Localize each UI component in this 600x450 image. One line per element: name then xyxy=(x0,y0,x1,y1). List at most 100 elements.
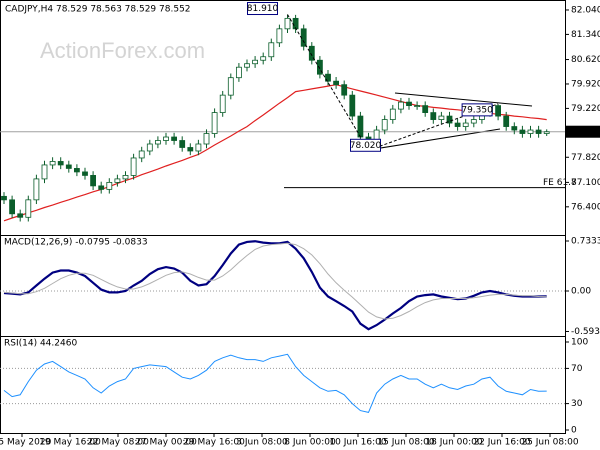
candle-body xyxy=(543,131,550,134)
candle-body xyxy=(106,181,113,190)
x-tick-label: 25 Jun 08:00 xyxy=(521,438,578,448)
fib-label: FE 61.8 xyxy=(543,178,577,188)
y-tick-label: 80.620 xyxy=(571,55,600,65)
candle-body xyxy=(333,80,340,86)
triangle-upper xyxy=(394,92,533,107)
candle-body xyxy=(406,101,412,107)
price-tag-box xyxy=(461,103,493,117)
candle-body xyxy=(519,129,526,134)
candle-body xyxy=(57,161,64,166)
chart-header: CADJPY,H4 78.529 78.563 78.529 78.552 xyxy=(5,5,191,15)
panel-title: MACD(12,26,9) -0.0795 -0.0833 xyxy=(4,238,148,248)
indicator-line xyxy=(3,353,547,413)
candle-body xyxy=(17,213,24,218)
y-tick-label: -0.5936 xyxy=(571,327,600,337)
last-price-label: 78.552 xyxy=(570,127,600,137)
x-tick-label: 15 May 2020 xyxy=(0,438,52,448)
y-tick-label: 79.920 xyxy=(571,79,600,89)
candle-body xyxy=(90,175,96,187)
y-tick-label: 79.220 xyxy=(571,104,600,114)
candle-body xyxy=(74,168,80,173)
candle-body xyxy=(414,105,421,108)
candle-body xyxy=(422,105,429,113)
candle-body xyxy=(146,143,153,152)
y-tick-label: 100 xyxy=(571,338,588,348)
y-tick-label: 0.7333 xyxy=(571,237,600,247)
candle-body xyxy=(244,63,250,68)
candle-body xyxy=(9,199,16,215)
y-tick-label: 0 xyxy=(571,426,577,436)
watermark: ActionForex.com xyxy=(40,38,205,63)
triangle-lower xyxy=(367,128,501,151)
x-tick-label: 22 May 08:00 xyxy=(87,438,149,448)
candle-body xyxy=(203,133,210,145)
price-tag: 78.020 xyxy=(350,141,382,151)
candle-body xyxy=(219,94,226,113)
candle-body xyxy=(235,66,242,79)
candle-body xyxy=(535,129,542,134)
y-tick-label: 70 xyxy=(571,364,583,374)
price-tag-box xyxy=(350,138,381,152)
candle-body xyxy=(252,59,259,65)
candle-body xyxy=(25,199,32,218)
candle-body xyxy=(171,136,178,141)
candle-body xyxy=(438,115,445,120)
candle-body xyxy=(511,126,518,131)
price-tag-box xyxy=(247,2,278,16)
indicator-line xyxy=(3,240,547,331)
candle-body xyxy=(114,178,121,183)
candle-body xyxy=(154,140,161,145)
y-tick-label: 76.400 xyxy=(571,202,600,212)
candle-body xyxy=(357,115,364,138)
y-tick-label: 82.040 xyxy=(571,5,600,15)
candle-body xyxy=(98,185,105,190)
candle-body xyxy=(65,164,72,169)
y-tick-label: 81.340 xyxy=(571,30,600,40)
candle-body xyxy=(179,140,186,148)
candle-body xyxy=(227,77,234,96)
candle-body xyxy=(138,150,145,159)
price-tag: 81.910 xyxy=(247,4,279,14)
panel-title: RSI(14) 44.2460 xyxy=(4,339,77,349)
plot-frame xyxy=(0,0,566,434)
y-tick-label: 77.820 xyxy=(571,153,600,163)
x-tick-label: 19 May 16:00 xyxy=(39,438,101,448)
x-tick-label: 27 May 00:00 xyxy=(135,438,197,448)
y-tick-label: 0.00 xyxy=(571,287,591,297)
candle-body xyxy=(316,59,323,75)
candle-body xyxy=(397,101,404,110)
x-tick-label: 10 Jun 16:00 xyxy=(329,438,386,448)
x-tick-label: 22 Jun 16:00 xyxy=(473,438,530,448)
candle-body xyxy=(195,143,202,152)
candle-body xyxy=(495,105,502,117)
candle-body xyxy=(381,119,388,131)
candle-body xyxy=(389,108,396,120)
candle-body xyxy=(349,94,356,117)
candle-body xyxy=(527,129,534,134)
x-tick-label: 29 May 16:00 xyxy=(183,438,245,448)
candle-body xyxy=(341,84,348,96)
candle-body xyxy=(300,28,307,47)
candle-body xyxy=(187,147,194,152)
candle-body xyxy=(33,178,40,201)
indicator-line xyxy=(3,84,547,222)
y-tick-label: 77.100 xyxy=(571,178,600,188)
candle-body xyxy=(284,17,291,30)
candle-body xyxy=(462,122,469,127)
trend-lines xyxy=(367,92,533,151)
last-price-box xyxy=(566,125,600,138)
candle-body xyxy=(260,56,267,61)
candle-body xyxy=(1,195,7,201)
candle-body xyxy=(211,112,218,134)
y-tick-label: 30 xyxy=(571,399,583,409)
candle-body xyxy=(130,157,137,176)
candle-body xyxy=(122,175,129,180)
candle-body xyxy=(430,112,437,120)
candle-body xyxy=(41,164,48,180)
swing-line xyxy=(287,14,499,151)
price-tag: 79.350 xyxy=(461,105,493,115)
candle-body xyxy=(454,122,461,127)
candle-body xyxy=(49,161,56,166)
indicator-line xyxy=(3,242,547,320)
